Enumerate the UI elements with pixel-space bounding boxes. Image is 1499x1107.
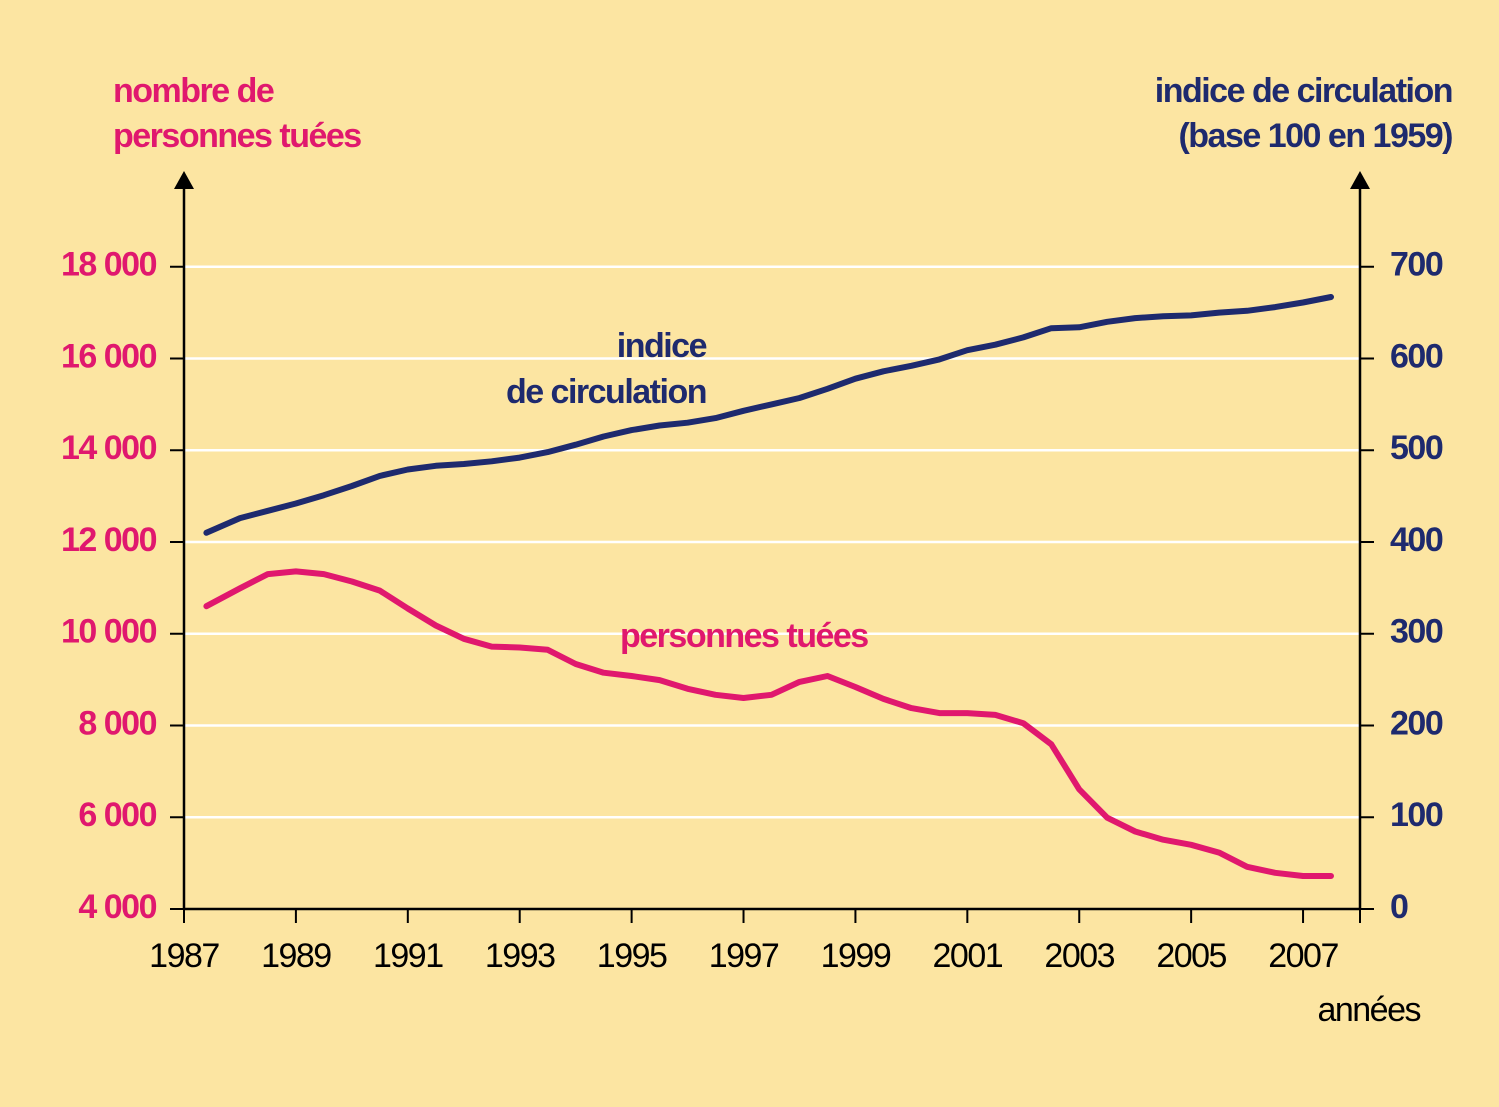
y2-tick-label: 0 bbox=[1390, 888, 1408, 926]
x-tick-label: 1989 bbox=[261, 937, 331, 975]
series-line bbox=[203, 294, 1334, 536]
y-axis-arrow bbox=[174, 171, 194, 189]
x-tick-label: 2003 bbox=[1044, 937, 1114, 975]
series-label: indice bbox=[617, 327, 707, 365]
x-tick-label: 1999 bbox=[821, 937, 891, 975]
x-tick-label: 1993 bbox=[485, 937, 555, 975]
y-tick-label: 14 000 bbox=[61, 429, 157, 467]
x-tick-label: 1991 bbox=[373, 937, 443, 975]
x-axis-title: années bbox=[1317, 991, 1420, 1029]
x-tick-label: 2001 bbox=[933, 937, 1003, 975]
y-axis-title: personnes tuées bbox=[113, 117, 361, 155]
x-tick-label: 1997 bbox=[709, 937, 779, 975]
x-tick-label: 2005 bbox=[1156, 937, 1226, 975]
y-tick-label: 12 000 bbox=[61, 521, 157, 559]
y2-tick-label: 200 bbox=[1390, 704, 1443, 742]
y2-axis-arrow bbox=[1350, 171, 1370, 189]
y2-tick-label: 400 bbox=[1390, 521, 1443, 559]
series-label: personnes tuées bbox=[620, 617, 868, 655]
y2-tick-label: 700 bbox=[1390, 246, 1443, 284]
y2-axis-title: (base 100 en 1959) bbox=[1178, 117, 1452, 155]
y2-tick-label: 300 bbox=[1390, 613, 1443, 651]
series-label: de circulation bbox=[506, 373, 706, 411]
x-tick-label: 1995 bbox=[597, 937, 667, 975]
y-tick-label: 16 000 bbox=[61, 337, 157, 375]
y2-tick-label: 600 bbox=[1390, 337, 1443, 375]
y-axis-title: nombre de bbox=[113, 72, 274, 110]
y-tick-label: 10 000 bbox=[61, 613, 157, 651]
series-line bbox=[203, 568, 1334, 879]
y-tick-label: 6 000 bbox=[78, 796, 156, 834]
y-tick-label: 4 000 bbox=[78, 888, 156, 926]
x-tick-label: 1987 bbox=[149, 937, 219, 975]
y-tick-label: 8 000 bbox=[78, 704, 156, 742]
x-tick-label: 2007 bbox=[1268, 937, 1338, 975]
y2-axis-title: indice de circulation bbox=[1155, 72, 1452, 110]
y2-tick-label: 500 bbox=[1390, 429, 1443, 467]
y2-tick-label: 100 bbox=[1390, 796, 1443, 834]
y-tick-label: 18 000 bbox=[61, 246, 157, 284]
